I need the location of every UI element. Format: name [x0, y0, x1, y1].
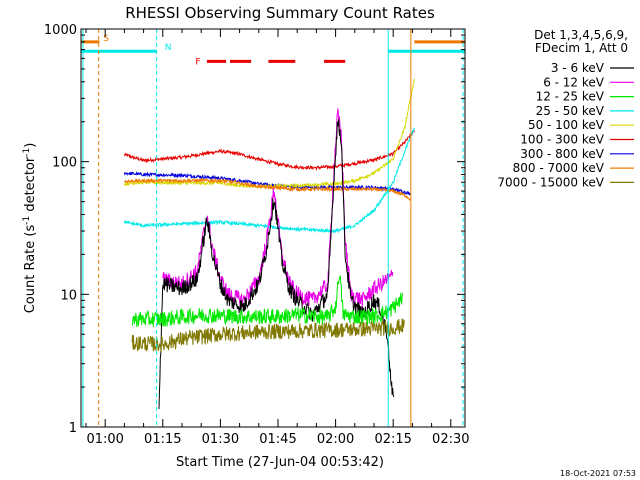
chart-title: RHESSI Observing Summary Count Rates: [125, 4, 435, 22]
legend: Det 1,3,4,5,6,9,FDecim 1, Att 0 3 - 6 keV…: [497, 28, 634, 189]
y-tick-label: 1: [69, 421, 77, 436]
y-axis-ticks: 1 10 100 1000: [44, 23, 465, 436]
flag-label: S: [103, 34, 109, 44]
x-axis-label: Start Time (27-Jun-04 00:53:42): [176, 455, 384, 470]
y-tick-label: 100: [52, 156, 77, 171]
legend-entry-label: 12 - 25 keV: [536, 90, 605, 104]
plot-frame: [80, 28, 466, 428]
x-tick-label: 01:15: [144, 432, 181, 447]
legend-entry-label: 100 - 300 keV: [520, 133, 604, 147]
footer-date: 18-Oct-2021 07:53: [560, 469, 636, 478]
legend-entry-label: 800 - 7000 keV: [513, 161, 605, 175]
legend-header: Det 1,3,4,5,6,9,: [534, 28, 628, 42]
flag-bars: S N F: [81, 34, 465, 67]
vertical-markers: [82, 29, 464, 427]
legend-header: FDecim 1, Att 0: [535, 41, 628, 55]
series-line: [123, 78, 415, 190]
series-line: [123, 171, 411, 196]
series-line: [124, 177, 411, 202]
legend-entry-label: 6 - 12 keV: [543, 75, 605, 89]
legend-entry-label: 25 - 50 keV: [536, 104, 605, 118]
x-axis-ticks: 01:00 01:15 01:30 01:45 02:00 02:15 02:30: [85, 29, 470, 447]
series-line: [158, 119, 394, 410]
x-tick-label: 01:30: [202, 432, 239, 447]
x-tick-label: 01:45: [259, 432, 296, 447]
x-tick-label: 02:15: [374, 432, 411, 447]
y-tick-label: 10: [60, 288, 77, 303]
x-tick-label: 02:00: [317, 432, 354, 447]
x-tick-label: 02:30: [432, 432, 469, 447]
x-tick-label: 01:00: [86, 432, 123, 447]
series-layer: [123, 78, 415, 410]
legend-entry-label: 50 - 100 keV: [528, 118, 605, 132]
legend-entry-label: 300 - 800 keV: [520, 147, 604, 161]
flag-label: F: [195, 57, 200, 67]
flag-label: N: [165, 43, 172, 53]
legend-entry-label: 3 - 6 keV: [551, 61, 605, 75]
series-line: [132, 275, 404, 328]
series-line: [123, 127, 415, 234]
series-line: [131, 318, 405, 353]
y-tick-label: 1000: [44, 23, 77, 38]
legend-entry-label: 7000 - 15000 keV: [497, 175, 604, 189]
series-line: [123, 129, 415, 172]
y-axis-label: Count Rate (s-1 detector-1): [22, 143, 38, 314]
